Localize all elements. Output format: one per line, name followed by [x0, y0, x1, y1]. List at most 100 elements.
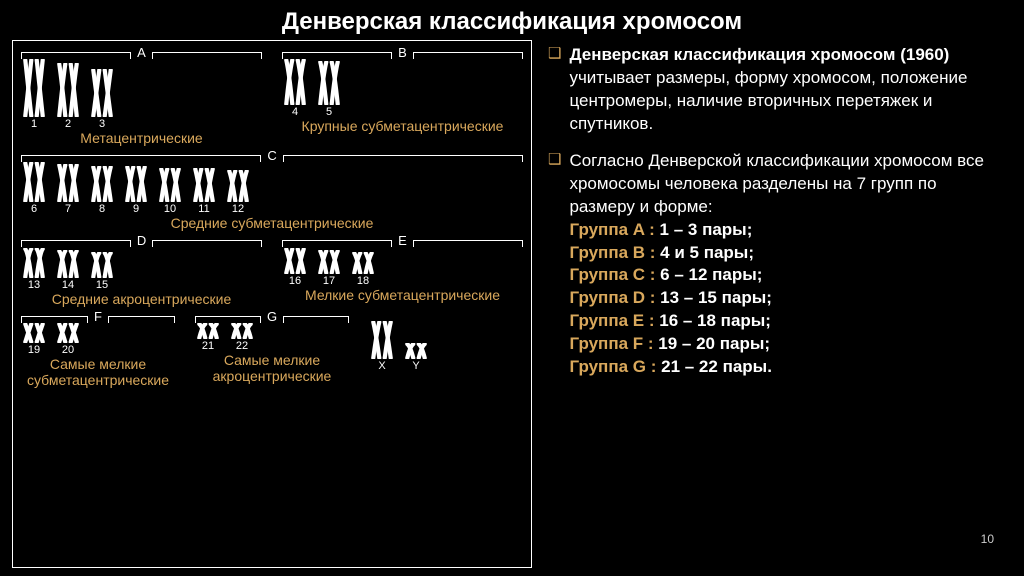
- bracket-line: [152, 52, 262, 53]
- bracket-line: [152, 240, 262, 241]
- pair-number: X: [378, 360, 385, 372]
- subgroup: G 21 22Самые мелкие акроцентрические: [195, 311, 349, 388]
- group-row: C 6 7 8 9: [21, 150, 523, 231]
- group-header: A: [21, 47, 262, 57]
- chromosome-pair: 21: [195, 323, 221, 352]
- chromosome-pair: 18: [350, 252, 376, 287]
- chromosome-row: 13 14 15: [21, 248, 262, 291]
- pair-number: 22: [236, 340, 248, 352]
- group-line: Группа B : 4 и 5 пары;: [569, 242, 1004, 265]
- bullet-icon: ❑: [548, 44, 561, 136]
- pair-number: 4: [292, 106, 298, 118]
- chromosome-pair: 11: [191, 168, 217, 215]
- group-description: Мелкие субметацентрические: [282, 288, 523, 303]
- group-description: Метацентрические: [21, 131, 262, 146]
- subgroup: X Y: [369, 311, 523, 388]
- group-description: Средние акроцентрические: [21, 292, 262, 307]
- row-split: F 19 20Самые мелкие субметацентрическиеG…: [21, 311, 523, 388]
- group-range: 19 – 20 пары;: [658, 334, 770, 353]
- chromosome-pair: Y: [403, 343, 429, 372]
- chromosome-pair: 7: [55, 164, 81, 215]
- group-label: Группа B :: [569, 243, 655, 262]
- group-range: 16 – 18 пары;: [659, 311, 771, 330]
- chromosome-pair: X: [369, 321, 395, 372]
- group-label: Группа G :: [569, 357, 656, 376]
- group-label: Группа E :: [569, 311, 654, 330]
- group-range: 21 – 22 пары.: [661, 357, 772, 376]
- chromosome-row: 21 22: [195, 323, 349, 352]
- group-header: F: [21, 311, 175, 321]
- group-line: Группа A : 1 – 3 пары;: [569, 219, 1004, 242]
- groups-list: Группа A : 1 – 3 пары;Группа B : 4 и 5 п…: [569, 219, 1004, 380]
- pair-number: 2: [65, 118, 71, 130]
- group-description: Самые мелкие акроцентрические: [195, 353, 349, 384]
- group-line: Группа C : 6 – 12 пары;: [569, 264, 1004, 287]
- para2-lead: Согласно Денверской классификации хромос…: [569, 151, 984, 216]
- chromosome-pair: 6: [21, 162, 47, 215]
- pair-number: 12: [232, 203, 244, 215]
- group-range: 13 – 15 пары;: [660, 288, 772, 307]
- row-split: A 1 2 3Метацентрические B: [21, 47, 523, 146]
- chromosome-pair: 12: [225, 170, 251, 215]
- chromosome-row: 16 17 18: [282, 248, 523, 287]
- group-line: Группа E : 16 – 18 пары;: [569, 310, 1004, 333]
- group-letter: A: [131, 45, 152, 60]
- pair-number: Y: [412, 360, 419, 372]
- pair-number: 14: [62, 279, 74, 291]
- group-row: F 19 20Самые мелкие субметацентрическиеG…: [21, 311, 523, 388]
- paragraph-1: ❑ Денверская классификация хромосом (196…: [548, 44, 1004, 136]
- pair-number: 16: [289, 275, 301, 287]
- group-header: C: [21, 150, 523, 160]
- chromosome-pair: 19: [21, 323, 47, 356]
- group-description: Крупные субметацентрические: [282, 119, 523, 134]
- group-range: 4 и 5 пары;: [660, 243, 754, 262]
- subgroup: D 13 14 15Средние акроцентрические: [21, 236, 262, 307]
- pair-number: 3: [99, 118, 105, 130]
- chromosome-pair: 5: [316, 61, 342, 118]
- chromosome-row: 19 20: [21, 323, 175, 356]
- chromosome-row: 4 5: [282, 59, 523, 118]
- group-header: B: [282, 47, 523, 57]
- pair-number: 20: [62, 344, 74, 356]
- chromosome-pair: 4: [282, 59, 308, 118]
- pair-number: 15: [96, 279, 108, 291]
- bracket-line: [282, 52, 392, 53]
- page-number: 10: [981, 532, 994, 546]
- bracket-line: [282, 240, 392, 241]
- group-line: Группа F : 19 – 20 пары;: [569, 333, 1004, 356]
- bracket-line: [283, 316, 349, 317]
- bracket-line: [283, 155, 523, 156]
- chromosome-pair: 13: [21, 248, 47, 291]
- group-letter: B: [392, 45, 413, 60]
- bullet-icon: ❑: [548, 150, 561, 379]
- group-line: Группа G : 21 – 22 пары.: [569, 356, 1004, 379]
- pair-number: 8: [99, 203, 105, 215]
- pair-number: 21: [202, 340, 214, 352]
- bracket-line: [21, 240, 131, 241]
- pair-number: 9: [133, 203, 139, 215]
- group-description: Средние субметацентрические: [21, 216, 523, 231]
- group-label: Группа C :: [569, 265, 655, 284]
- pair-number: 7: [65, 203, 71, 215]
- chromosome-pair: 14: [55, 250, 81, 291]
- group-letter: G: [261, 309, 283, 324]
- chromosome-pair: 3: [89, 69, 115, 130]
- slide-title: Денверская классификация хромосом: [0, 0, 1024, 40]
- group-range: 1 – 3 пары;: [660, 220, 753, 239]
- pair-number: 1: [31, 118, 37, 130]
- para1-lead: Денверская классификация хромосом (1960): [569, 45, 949, 64]
- group-letter: C: [261, 148, 282, 163]
- group-header: E: [282, 236, 523, 246]
- chromosome-pair: 8: [89, 166, 115, 215]
- chromosome-pair: 9: [123, 166, 149, 215]
- pair-number: 6: [31, 203, 37, 215]
- group-label: Группа D :: [569, 288, 655, 307]
- group-range: 6 – 12 пары;: [660, 265, 762, 284]
- pair-number: 11: [198, 203, 209, 215]
- text-column: ❑ Денверская классификация хромосом (196…: [540, 40, 1012, 568]
- chromosome-pair: 1: [21, 59, 47, 130]
- karyotype-diagram: A 1 2 3Метацентрические B: [12, 40, 532, 568]
- content-area: A 1 2 3Метацентрические B: [0, 40, 1024, 576]
- bracket-line: [21, 52, 131, 53]
- group-header: G: [195, 311, 349, 321]
